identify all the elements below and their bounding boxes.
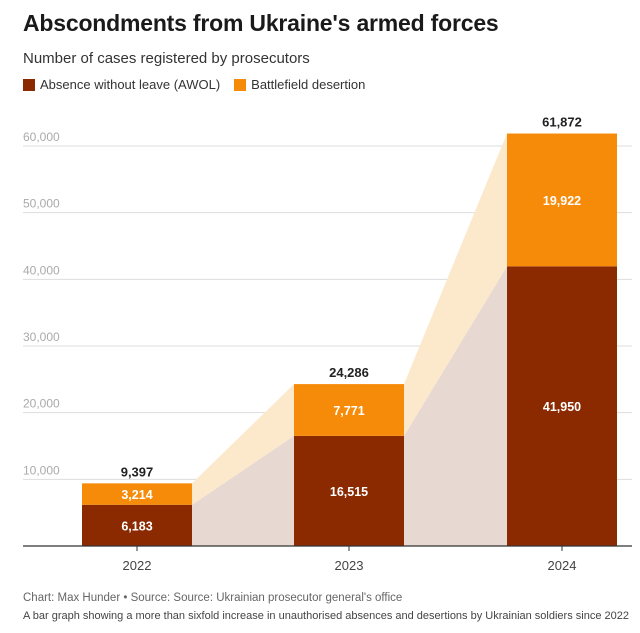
bar-awol-2022 [82, 504, 192, 546]
legend-swatch-awol [23, 78, 35, 91]
desertion-connector-band [192, 384, 294, 505]
chart-title: Abscondments from Ukraine's armed forces [23, 10, 499, 36]
x-tick-label-2022: 2022 [123, 558, 152, 573]
awol-connector-band [404, 266, 507, 546]
chart-source: Chart: Max Hunder • Source: Source: Ukra… [23, 592, 403, 604]
data-label-awol-2022: 6,183 [121, 519, 152, 533]
legend-label-desertion: Battlefield desertion [251, 77, 366, 92]
y-tick-label: 30,000 [23, 330, 60, 344]
legend-label-awol: Absence without leave (AWOL) [40, 77, 221, 92]
chart-subtitle: Number of cases registered by prosecutor… [23, 50, 310, 67]
data-label-awol-2024: 41,950 [543, 400, 581, 414]
legend-swatch-desertion [234, 78, 247, 91]
bar-desertion-2024 [507, 133, 617, 267]
data-label-desertion-2023: 7,771 [333, 404, 364, 418]
data-label-desertion-2022: 3,214 [121, 488, 152, 502]
total-label-2024: 61,872 [542, 115, 582, 130]
total-label-2023: 24,286 [329, 365, 369, 380]
total-label-2022: 9,397 [121, 464, 154, 479]
y-tick-label: 20,000 [23, 397, 60, 411]
legend-item-awol: Absence without leave (AWOL) [23, 77, 220, 92]
legend-item-desertion: Battlefield desertion [234, 77, 365, 92]
x-tick-label-2023: 2023 [335, 558, 364, 573]
bar-desertion-2023 [294, 384, 404, 436]
bar-desertion-2022 [82, 483, 192, 505]
legend: Absence without leave (AWOL) Battlefield… [23, 77, 379, 92]
x-tick-label-2024: 2024 [548, 558, 577, 573]
y-tick-label: 50,000 [23, 197, 60, 211]
y-tick-label: 10,000 [23, 463, 60, 477]
y-tick-label: 40,000 [23, 263, 60, 277]
awol-connector-band [192, 435, 294, 546]
desertion-connector-band [404, 133, 507, 436]
y-tick-label: 60,000 [23, 130, 60, 144]
data-label-desertion-2024: 19,922 [543, 194, 581, 208]
bar-awol-2023 [294, 435, 404, 546]
data-label-awol-2023: 16,515 [330, 485, 368, 499]
chart-description: A bar graph showing a more than sixfold … [23, 610, 629, 622]
bar-awol-2024 [507, 266, 617, 546]
